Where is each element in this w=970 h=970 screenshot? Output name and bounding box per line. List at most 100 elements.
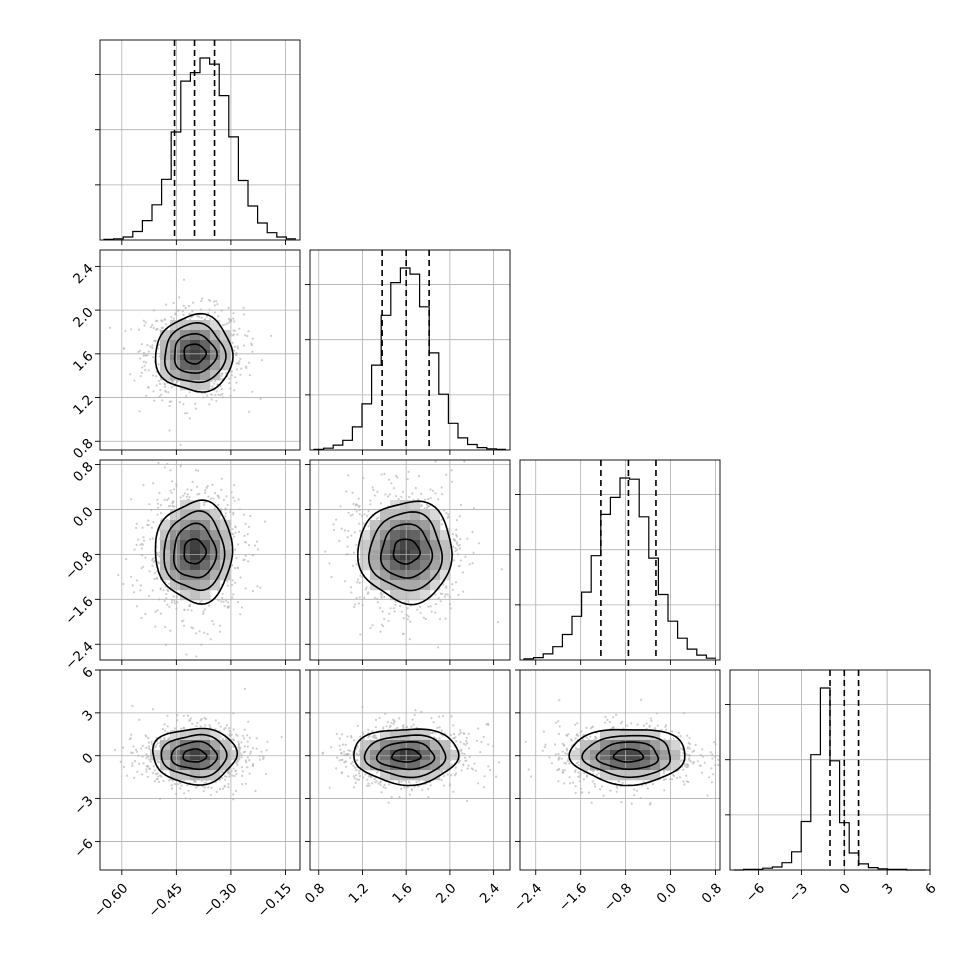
scatter-point bbox=[131, 584, 134, 587]
scatter-point bbox=[479, 751, 482, 754]
scatter-point bbox=[129, 328, 133, 331]
scatter-point bbox=[146, 354, 149, 357]
scatter-point bbox=[378, 716, 381, 720]
density-cell bbox=[440, 560, 451, 571]
density-cell bbox=[400, 590, 411, 601]
scatter-point bbox=[135, 522, 138, 526]
scatter-point bbox=[240, 367, 243, 370]
scatter-point bbox=[464, 756, 467, 759]
scatter-point bbox=[253, 544, 257, 547]
scatter-point bbox=[185, 495, 188, 498]
density-cell bbox=[180, 740, 191, 751]
scatter-point bbox=[366, 778, 369, 781]
scatter-point bbox=[214, 380, 217, 383]
scatter-point bbox=[149, 538, 152, 541]
scatter-point bbox=[369, 775, 372, 778]
density-cell bbox=[200, 340, 211, 351]
scatter-point bbox=[463, 460, 466, 463]
scatter-point bbox=[500, 568, 503, 571]
scatter-point bbox=[140, 616, 143, 620]
scatter-point bbox=[210, 380, 213, 383]
scatter-point bbox=[231, 579, 234, 582]
scatter-point bbox=[178, 401, 181, 404]
scatter-point bbox=[414, 709, 417, 712]
scatter-point bbox=[347, 474, 350, 477]
scatter-point bbox=[335, 518, 338, 521]
scatter-point bbox=[183, 492, 186, 495]
scatter-point bbox=[246, 533, 249, 536]
scatter-point bbox=[201, 297, 204, 300]
scatter-point bbox=[148, 594, 151, 597]
scatter-point bbox=[210, 786, 213, 789]
scatter-point bbox=[246, 334, 249, 338]
scatter-point bbox=[280, 735, 283, 739]
scatter-point bbox=[228, 727, 231, 730]
density-cell bbox=[180, 530, 191, 541]
scatter-point bbox=[233, 345, 236, 348]
density-cell bbox=[410, 740, 421, 751]
scatter-point bbox=[145, 770, 148, 773]
scatter-point bbox=[419, 605, 422, 609]
density-panel-3-1 bbox=[321, 705, 501, 804]
scatter-point bbox=[159, 504, 162, 507]
scatter-point bbox=[434, 603, 437, 606]
scatter-point bbox=[384, 787, 387, 790]
scatter-point bbox=[232, 333, 235, 336]
scatter-point bbox=[171, 787, 174, 790]
scatter-point bbox=[141, 366, 144, 369]
scatter-point bbox=[164, 585, 167, 588]
scatter-point bbox=[380, 473, 383, 476]
scatter-point bbox=[200, 599, 203, 603]
density-cell bbox=[170, 770, 181, 781]
scatter-point bbox=[343, 529, 347, 532]
scatter-point bbox=[388, 612, 391, 615]
scatter-point bbox=[158, 555, 161, 558]
scatter-point bbox=[349, 514, 352, 517]
scatter-point bbox=[244, 782, 247, 785]
scatter-point bbox=[373, 596, 376, 599]
density-cell bbox=[410, 500, 421, 511]
scatter-point bbox=[145, 765, 148, 768]
scatter-point bbox=[482, 735, 485, 739]
scatter-point bbox=[139, 357, 142, 360]
scatter-point bbox=[190, 316, 193, 319]
scatter-point bbox=[339, 748, 342, 751]
scatter-point bbox=[232, 738, 235, 742]
scatter-point bbox=[227, 783, 230, 786]
scatter-point bbox=[345, 490, 348, 493]
density-cell bbox=[360, 740, 371, 751]
scatter-point bbox=[423, 498, 427, 501]
scatter-point bbox=[231, 528, 234, 531]
scatter-point bbox=[355, 543, 358, 546]
scatter-point bbox=[231, 596, 234, 599]
scatter-point bbox=[367, 736, 370, 739]
scatter-point bbox=[147, 741, 150, 744]
scatter-point bbox=[473, 762, 476, 765]
scatter-point bbox=[359, 574, 362, 577]
scatter-point bbox=[176, 601, 179, 604]
scatter-point bbox=[379, 783, 382, 787]
density-cell bbox=[400, 510, 411, 521]
density-cell bbox=[400, 530, 411, 541]
scatter-point bbox=[164, 389, 167, 392]
scatter-point bbox=[434, 731, 437, 734]
scatter-point bbox=[394, 495, 397, 498]
scatter-point bbox=[374, 726, 377, 729]
scatter-point bbox=[161, 399, 164, 402]
scatter-point bbox=[400, 610, 403, 613]
scatter-point bbox=[155, 777, 158, 781]
scatter-point bbox=[364, 588, 367, 591]
scatter-point bbox=[173, 602, 177, 605]
scatter-point bbox=[242, 558, 245, 562]
scatter-point bbox=[168, 429, 171, 432]
scatter-point bbox=[199, 725, 202, 728]
scatter-point bbox=[357, 602, 360, 605]
scatter-point bbox=[232, 317, 235, 320]
scatter-point bbox=[148, 758, 151, 761]
scatter-point bbox=[237, 530, 241, 534]
scatter-point bbox=[152, 390, 155, 393]
scatter-point bbox=[186, 608, 189, 612]
scatter-point bbox=[456, 548, 459, 551]
scatter-point bbox=[125, 558, 128, 561]
scatter-point bbox=[232, 728, 235, 731]
